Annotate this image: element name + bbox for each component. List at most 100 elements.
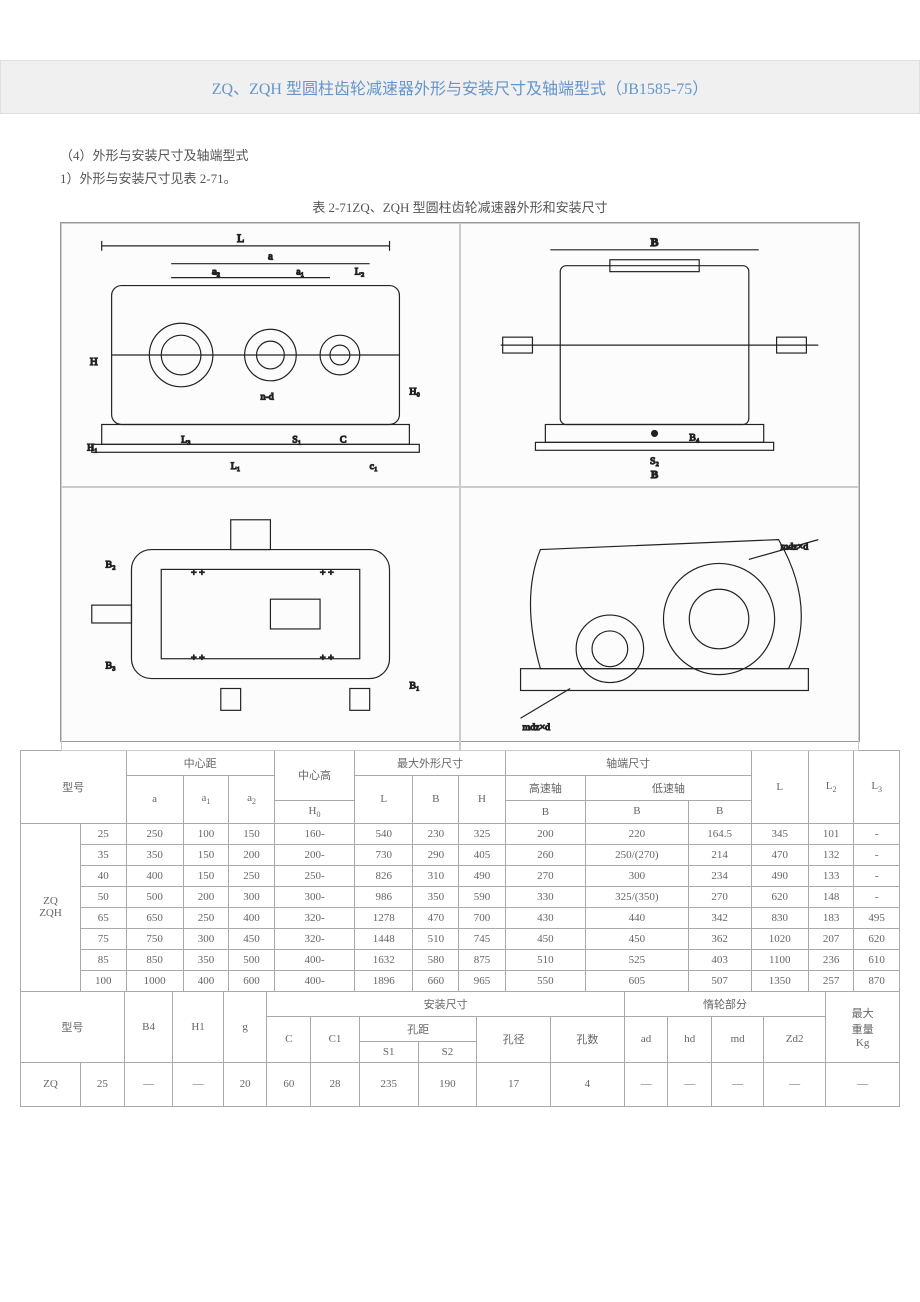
cell-L3: - xyxy=(854,865,900,886)
cell-Bl1: 300 xyxy=(586,865,689,886)
svg-text:S₂: S₂ xyxy=(650,456,659,467)
svg-text:H₁: H₁ xyxy=(87,442,98,453)
cell-H0: 160- xyxy=(274,823,354,844)
cell-Lr: 620 xyxy=(751,886,808,907)
dimensions-table-2: 型号 B4 H1 g 安装尺寸 惰轮部分 最大 重量 Kg C C1 孔距 孔径… xyxy=(20,991,900,1107)
cell-a1: 150 xyxy=(183,844,229,865)
cell-a1: 350 xyxy=(183,949,229,970)
cell-B: 510 xyxy=(413,928,459,949)
cell-L3: - xyxy=(854,844,900,865)
th-low-speed: 低速轴 xyxy=(586,775,752,800)
th2-weight: 最大 重量 Kg xyxy=(826,991,900,1062)
cell-Lr: 830 xyxy=(751,907,808,928)
th2-model: 型号 xyxy=(21,991,125,1062)
svg-text:B: B xyxy=(651,469,658,481)
svg-text:+ +: + + xyxy=(191,567,205,578)
th-model: 型号 xyxy=(21,750,127,823)
cell-Lr: 345 xyxy=(751,823,808,844)
cell-L2: 183 xyxy=(808,907,854,928)
cell-a1: 100 xyxy=(183,823,229,844)
cell-size: 40 xyxy=(81,865,127,886)
diagram-front-view: L a a₂ a₁ L₂ H n-d H₀ xyxy=(61,223,460,487)
cell-a2: 250 xyxy=(229,865,275,886)
cell-B4: — xyxy=(124,1062,173,1106)
cell-a1: 150 xyxy=(183,865,229,886)
th-Bl1: B xyxy=(586,800,689,823)
svg-text:H₀: H₀ xyxy=(409,387,420,398)
cell-Bh: 550 xyxy=(505,970,585,991)
cell-md: — xyxy=(712,1062,764,1106)
cell-B: 350 xyxy=(413,886,459,907)
cell-L3: 620 xyxy=(854,928,900,949)
cell-H: 875 xyxy=(459,949,505,970)
cell-Bl2: 270 xyxy=(688,886,751,907)
cell-L2: 133 xyxy=(808,865,854,886)
cell-Bl2: 234 xyxy=(688,865,751,886)
cell-Bh: 330 xyxy=(505,886,585,907)
cell-L2: 101 xyxy=(808,823,854,844)
cell-size: 35 xyxy=(81,844,127,865)
svg-text:H: H xyxy=(90,356,98,368)
table-row: 40400150250250-826310490270300234490133- xyxy=(21,865,900,886)
cell-a1: 200 xyxy=(183,886,229,907)
cell-L: 826 xyxy=(355,865,413,886)
table-row: 65650250400320-1278470700430440342830183… xyxy=(21,907,900,928)
cell-L: 730 xyxy=(355,844,413,865)
cell-H0: 300- xyxy=(274,886,354,907)
cell-a2: 600 xyxy=(229,970,275,991)
cell-C: 60 xyxy=(267,1062,311,1106)
cell-a2: 150 xyxy=(229,823,275,844)
th-Bhs: B xyxy=(505,800,585,823)
th-Lh: L xyxy=(355,775,413,823)
cell-a: 400 xyxy=(126,865,183,886)
th2-install: 安装尺寸 xyxy=(267,991,624,1016)
th2-C1: C1 xyxy=(311,1016,360,1062)
cell-S1: 235 xyxy=(359,1062,418,1106)
table-row: 35350150200200-730290405260250/(270)2144… xyxy=(21,844,900,865)
cell-a: 500 xyxy=(126,886,183,907)
cell-L3: 495 xyxy=(854,907,900,928)
th2-g: g xyxy=(223,991,267,1062)
diagram-side-view: B B₄ S₂ B xyxy=(460,223,859,487)
th-a2: a2 xyxy=(229,775,275,823)
svg-text:L₃: L₃ xyxy=(181,434,191,445)
cell-L3: 610 xyxy=(854,949,900,970)
cell-Lr: 490 xyxy=(751,865,808,886)
th-L2: L2 xyxy=(808,750,854,823)
cell-Bl2: 164.5 xyxy=(688,823,751,844)
cell-H1: — xyxy=(173,1062,223,1106)
th2-C: C xyxy=(267,1016,311,1062)
cell-a1: 400 xyxy=(183,970,229,991)
cell-a2: 400 xyxy=(229,907,275,928)
svg-text:c₁: c₁ xyxy=(370,461,378,472)
cell-H: 700 xyxy=(459,907,505,928)
table-row: ZQ ZQH25250100150160-540230325200220164.… xyxy=(21,823,900,844)
cell-g: 20 xyxy=(223,1062,267,1106)
svg-text:B: B xyxy=(651,235,659,249)
cell-H: 325 xyxy=(459,823,505,844)
th2-hd: hd xyxy=(668,1016,712,1062)
cell-B: 310 xyxy=(413,865,459,886)
cell-B: 470 xyxy=(413,907,459,928)
cell-num: 4 xyxy=(551,1062,625,1106)
cell-H0: 400- xyxy=(274,970,354,991)
cell-size: 75 xyxy=(81,928,127,949)
cell-a: 350 xyxy=(126,844,183,865)
cell-Lr: 470 xyxy=(751,844,808,865)
cell-L3: 870 xyxy=(854,970,900,991)
th2-H1: H1 xyxy=(173,991,223,1062)
cell-ad: — xyxy=(624,1062,668,1106)
cell-a1: 250 xyxy=(183,907,229,928)
th2-holenum: 孔数 xyxy=(551,1016,625,1062)
cell-H: 590 xyxy=(459,886,505,907)
cell-hd: — xyxy=(668,1062,712,1106)
table-row: 75750300450320-1448510745450450362102020… xyxy=(21,928,900,949)
intro-line-1: （4）外形与安装尺寸及轴端型式 xyxy=(60,144,860,167)
th-L3: L3 xyxy=(854,750,900,823)
th-shaft: 轴端尺寸 xyxy=(505,750,751,775)
cell-Bl2: 342 xyxy=(688,907,751,928)
cell-Bl1: 250/(270) xyxy=(586,844,689,865)
th2-holedia: 孔径 xyxy=(477,1016,551,1062)
intro-line-2: 1）外形与安装尺寸见表 2-71。 xyxy=(60,167,860,190)
cell-dia: 17 xyxy=(477,1062,551,1106)
